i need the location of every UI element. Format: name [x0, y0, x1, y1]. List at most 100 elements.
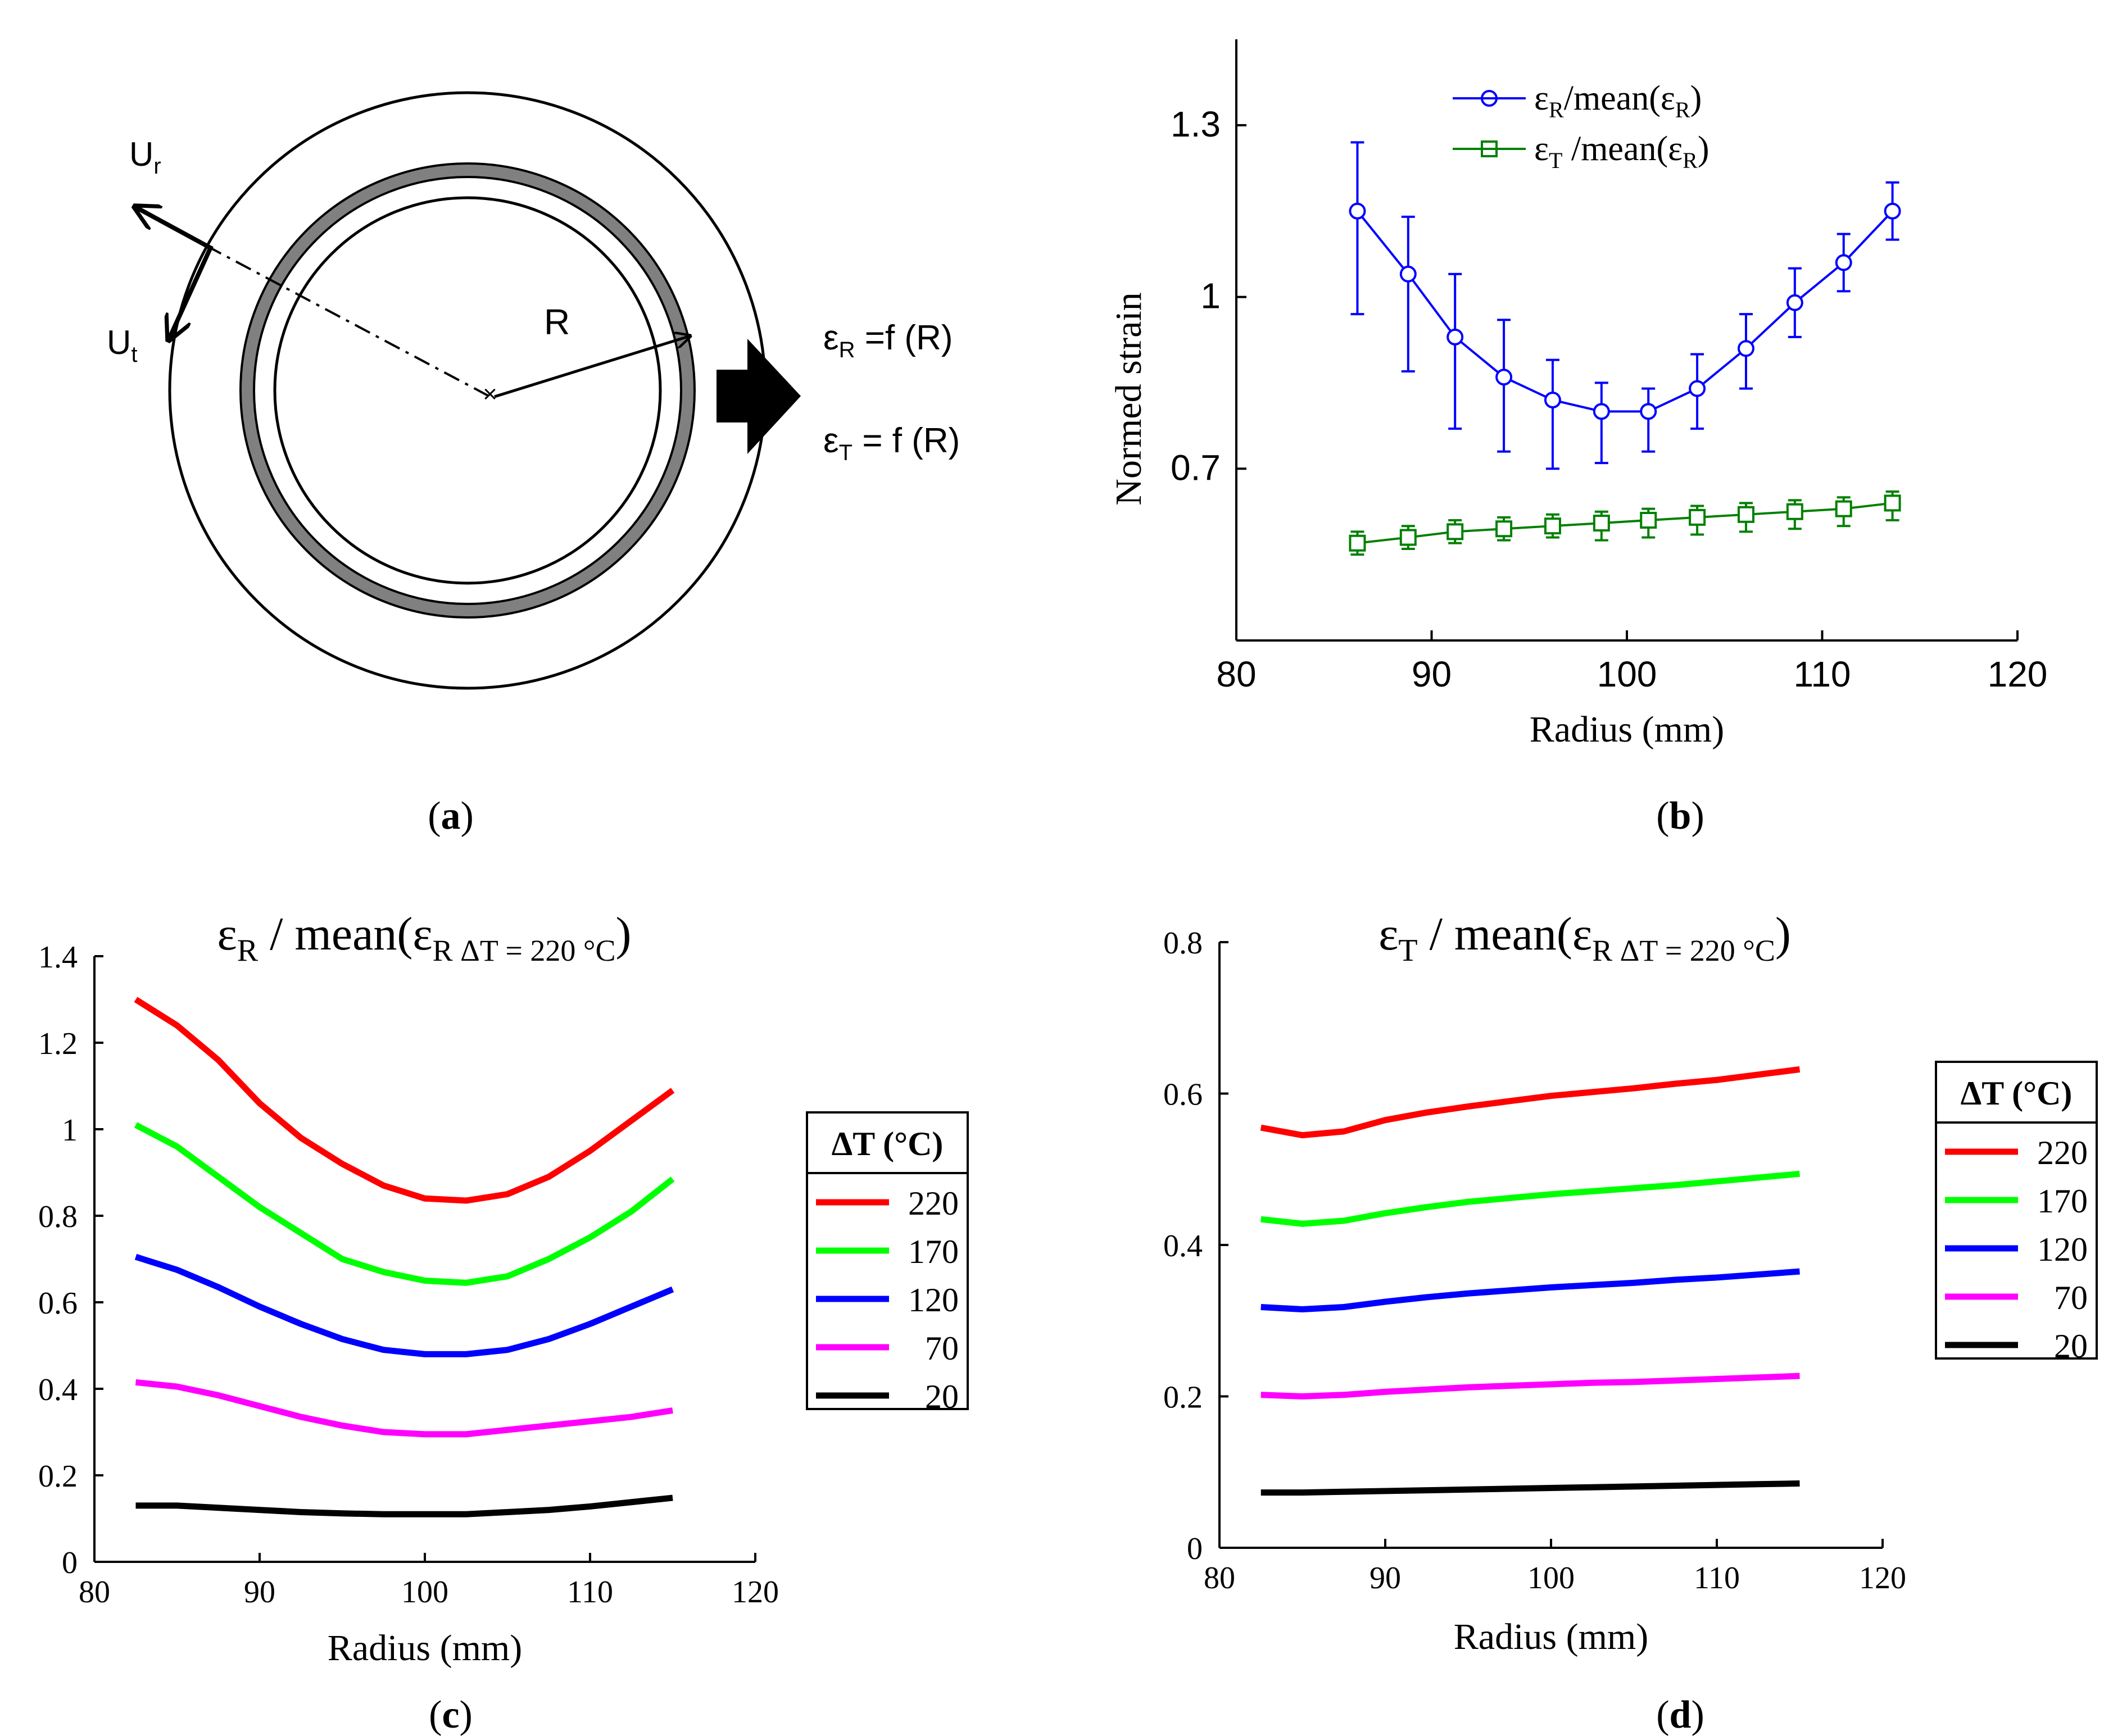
x-tick-label: 100 — [1527, 1561, 1575, 1596]
eq-er: εR =f (R) — [823, 319, 953, 362]
chart-c-series — [134, 997, 675, 1517]
x-tick-label: 80 — [1216, 654, 1256, 694]
panel-a-diagram: × Ur Ut R εR =f (R) εT = f (R) (a) — [107, 91, 960, 838]
x-tick-label: 90 — [244, 1575, 275, 1610]
y-tick-label: 0.4 — [38, 1373, 78, 1407]
series-line-dt-170 — [134, 1122, 675, 1286]
x-tick-label: 110 — [567, 1575, 613, 1610]
x-tick-label: 90 — [1370, 1561, 1401, 1596]
data-point — [1884, 202, 1901, 220]
legend-title: ΔT (°C) — [1961, 1075, 2073, 1112]
legend-label-dt-20: 20 — [925, 1378, 959, 1415]
chart-b-xlabel: Radius (mm) — [1530, 709, 1724, 750]
chart-d-xlabel: Radius (mm) — [1454, 1616, 1648, 1657]
legend-box — [1935, 1061, 2098, 1360]
y-tick-label: 0.2 — [1163, 1380, 1203, 1415]
x-tick-label: 100 — [1597, 654, 1657, 694]
dash-dot-radial-line — [208, 246, 489, 397]
panel-label-b: (b) — [1656, 794, 1704, 838]
y-tick-label: 0.2 — [38, 1459, 78, 1494]
y-tick-label: 0.6 — [1163, 1078, 1203, 1112]
panel-label-a: (a) — [428, 794, 474, 838]
legend-label-dt-220: 220 — [2037, 1134, 2088, 1171]
outer-circle — [168, 91, 767, 690]
eq-et: εT = f (R) — [823, 421, 960, 465]
chart-b-series — [1349, 141, 1901, 556]
data-point — [1544, 517, 1561, 535]
series-line-er — [1356, 210, 1894, 413]
chart-c-xlabel: Radius (mm) — [328, 1628, 522, 1669]
inner-circle — [273, 196, 662, 585]
center-marker: × — [483, 380, 497, 408]
x-tick-label: 120 — [1859, 1561, 1906, 1596]
chart-b-legend: εR/mean(εR) εT /mean(εR) — [1453, 79, 1710, 173]
series-line-dt-70 — [135, 1379, 673, 1438]
data-point — [1593, 515, 1610, 532]
legend-label-dt-170: 170 — [908, 1233, 959, 1270]
chart-b: 80 90 100 110 120 0.7 1 1.3 Radius (mm) Normed … — [1108, 39, 2047, 838]
data-point — [1786, 294, 1803, 311]
x-tick-label: 100 — [401, 1575, 448, 1610]
chart-c: 80 90 100 110 120 0 0.2 0.4 0.6 0.8 1 1.2 1.4 εR / m… — [38, 908, 969, 1736]
chart-c-ticks: 80 90 100 110 120 0 0.2 0.4 0.6 0.8 1 1.2 1.4 — [38, 940, 779, 1610]
x-tick-label: 120 — [1988, 654, 2048, 694]
big-right-arrow-icon — [717, 339, 801, 454]
ut-label: Ut — [107, 324, 137, 367]
chart-d-ticks: 80 90 100 110 120 0 0.2 0.4 0.6 0.8 — [1163, 926, 1906, 1596]
y-tick-label: 1.2 — [38, 1026, 78, 1061]
data-point — [1593, 403, 1610, 420]
data-point — [1399, 529, 1417, 546]
y-tick-label: 0 — [62, 1546, 78, 1580]
data-point — [1786, 503, 1803, 520]
data-point — [1495, 520, 1513, 538]
chart-d-series — [1260, 1066, 1801, 1496]
ut-arrow — [169, 245, 214, 340]
y-tick-label: 1 — [1200, 276, 1221, 316]
x-tick-label: 110 — [1694, 1561, 1740, 1596]
legend-label-dt-120: 120 — [908, 1281, 959, 1319]
gray-ring-outer-edge — [239, 162, 696, 619]
data-point — [1835, 254, 1852, 271]
gray-ring — [241, 163, 695, 617]
series-line-dt-70 — [1260, 1373, 1800, 1399]
gray-ring-inner-edge — [253, 176, 682, 605]
y-tick-label: 0.6 — [38, 1286, 78, 1321]
chart-d: 80 90 100 110 120 0 0.2 0.4 0.6 0.8 εT / mean(εR … — [1163, 908, 2098, 1736]
legend-label-dt-70: 70 — [925, 1330, 959, 1367]
legend-label-er: εR/mean(εR) — [1534, 79, 1702, 122]
data-point — [1689, 380, 1706, 397]
legend-label-dt-120: 120 — [2037, 1231, 2088, 1268]
y-tick-label: 0 — [1187, 1532, 1203, 1566]
data-point — [1349, 202, 1366, 220]
data-point — [1446, 523, 1464, 540]
chart-d-title: εT / mean(εR ΔT = 220 °C) — [1379, 908, 1791, 968]
data-point — [1835, 500, 1852, 517]
data-point — [1884, 494, 1901, 512]
y-tick-label: 1.3 — [1171, 104, 1221, 144]
chart-b-ylabel: Normed strain — [1108, 292, 1149, 505]
legend-box — [806, 1111, 969, 1410]
x-tick-label: 80 — [1204, 1561, 1235, 1596]
chart-c-title: εR / mean(εR ΔT = 220 °C) — [217, 908, 632, 968]
r-label: R — [544, 302, 570, 342]
series-line-dt-20 — [1260, 1480, 1800, 1496]
ur-arrow — [135, 207, 214, 251]
legend-label-dt-170: 170 — [2037, 1183, 2088, 1220]
panel-label-c: (c) — [429, 1693, 473, 1736]
series-line-dt-20 — [135, 1494, 673, 1517]
radius-arrow — [494, 336, 690, 398]
x-tick-label: 90 — [1412, 654, 1452, 694]
chart-d-legend: ΔT (°C) 220 170 120 70 20 — [1935, 1061, 2098, 1365]
chart-b-ticks: 80 90 100 110 120 0.7 1 1.3 — [1171, 104, 2047, 694]
series-line-dt-120 — [1260, 1268, 1800, 1313]
y-tick-label: 0.8 — [38, 1199, 78, 1234]
x-tick-label: 80 — [79, 1575, 110, 1610]
data-point — [1640, 403, 1657, 420]
legend-label-dt-20: 20 — [2054, 1328, 2088, 1365]
data-point — [1640, 512, 1657, 529]
data-point — [1737, 340, 1754, 357]
data-point — [1349, 534, 1366, 552]
series-line-et — [1357, 502, 1893, 544]
x-tick-label: 110 — [1793, 654, 1851, 694]
